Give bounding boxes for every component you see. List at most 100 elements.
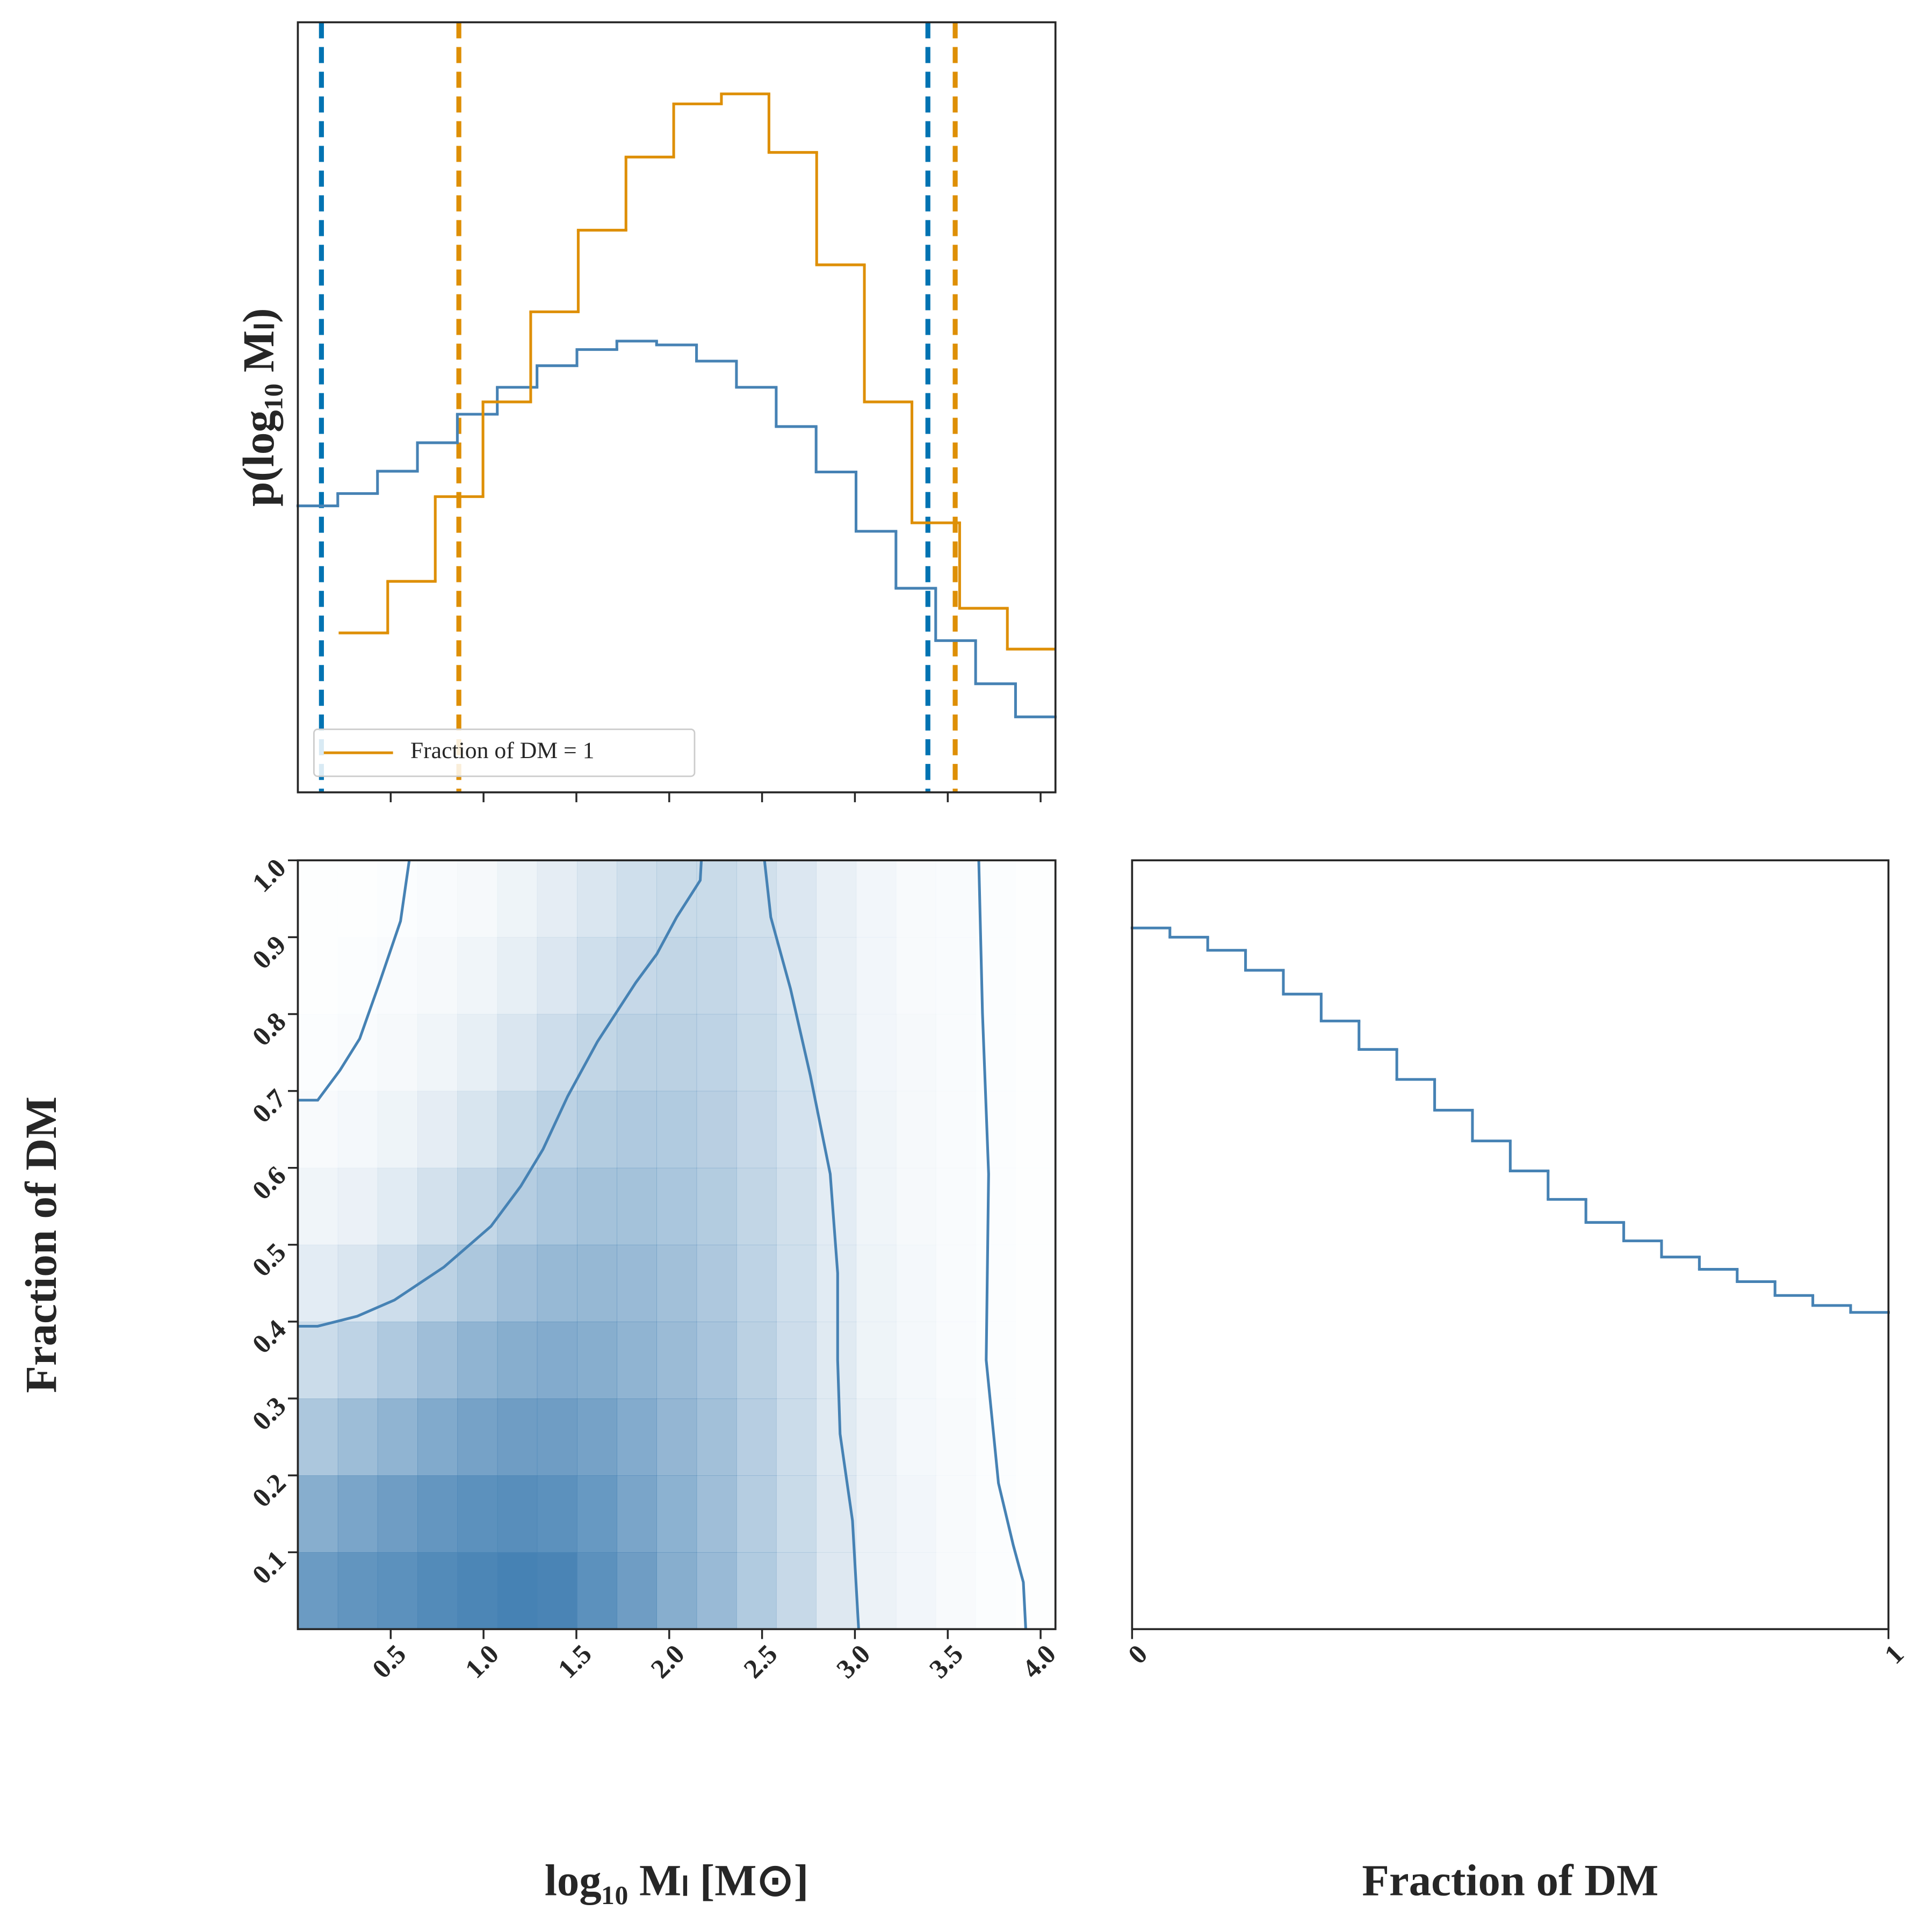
heatmap-cell <box>1015 937 1056 1014</box>
heatmap-cell <box>338 860 378 938</box>
heatmap-cell <box>856 1321 897 1399</box>
heatmap-cell <box>457 937 498 1015</box>
heatmap-cell <box>656 937 697 1015</box>
heatmap-cell <box>656 1091 697 1169</box>
heatmap-cell <box>377 1014 418 1092</box>
heatmap-cell <box>576 1014 617 1092</box>
heatmap-cell <box>696 1398 737 1476</box>
heatmap-cell <box>617 1167 657 1245</box>
heatmap-cell <box>856 1014 897 1092</box>
heatmap-cell <box>816 1091 857 1169</box>
heatmap-cell <box>1015 860 1056 938</box>
heatmap-cell <box>816 1014 857 1092</box>
heatmap-cell <box>976 1552 1016 1630</box>
x-tick-label: 3.5 <box>923 1639 969 1684</box>
heatmap-cell <box>656 1014 697 1092</box>
heatmap-cell <box>736 1552 777 1630</box>
heatmap-cell <box>497 1552 538 1630</box>
heatmap-cell <box>617 1244 657 1322</box>
heatmap-cell <box>656 1321 697 1399</box>
heatmap-cell <box>457 1475 498 1553</box>
heatmap-cell <box>696 1091 737 1169</box>
heatmap-cell <box>656 1244 697 1322</box>
y-tick-label: 1.0 <box>247 853 292 898</box>
heatmap-cell <box>457 1398 498 1476</box>
heatmap-cell <box>816 1167 857 1245</box>
heatmap-cell <box>537 937 577 1015</box>
x-axis-label: Fraction of DM <box>1362 1856 1658 1905</box>
heatmap-cell <box>856 1244 897 1322</box>
heatmap-cell <box>377 1091 418 1169</box>
heatmap-cell <box>776 937 817 1015</box>
heatmap-cell <box>656 860 697 938</box>
heatmap-cell <box>337 1167 378 1245</box>
heatmap-cell <box>337 1475 378 1553</box>
y-tick-label: 0.1 <box>247 1545 292 1590</box>
heatmap-cell <box>417 1321 458 1399</box>
heatmap-cell <box>576 1167 617 1245</box>
heatmap-cell <box>457 1014 498 1092</box>
contour <box>763 860 860 1630</box>
heatmap-cell <box>377 1398 418 1476</box>
heatmap-cell <box>298 1091 338 1169</box>
heatmap-cell <box>377 1321 418 1399</box>
heatmap-cell <box>1015 1398 1056 1476</box>
heatmap-cell <box>896 1167 936 1245</box>
heatmap-cell <box>816 1321 857 1399</box>
heatmap-cell <box>417 1167 458 1245</box>
x-tick-label: 1.5 <box>552 1639 597 1684</box>
heatmap-cell <box>776 1475 817 1553</box>
heatmap-cell <box>576 1091 617 1169</box>
heatmap-cell <box>576 937 617 1015</box>
plot-frame <box>297 21 1057 794</box>
heatmap-cell <box>656 1475 697 1553</box>
heatmap-cell <box>1015 1245 1056 1322</box>
y-tick-label: 0.7 <box>247 1083 292 1128</box>
heatmap-cell <box>417 860 458 938</box>
heatmap-cell <box>935 1398 976 1476</box>
heatmap-cell <box>1015 1475 1056 1553</box>
heatmap-cell <box>337 1091 378 1169</box>
heatmap-cell <box>457 1167 498 1245</box>
heatmap-cell <box>976 1091 1016 1169</box>
heatmap-cell <box>1015 1552 1056 1630</box>
heatmap-cell <box>896 1321 936 1399</box>
heatmap-cell <box>417 1244 458 1322</box>
heatmap-cell <box>896 1244 936 1322</box>
heatmap-cell <box>816 1398 857 1476</box>
heatmap-cell <box>856 1091 897 1169</box>
heatmap-cell <box>298 1244 338 1322</box>
heatmap-cell <box>936 937 976 1014</box>
heatmap-cell <box>656 1398 697 1476</box>
x-tick-label: 3.0 <box>831 1639 876 1684</box>
heatmap-cell <box>377 1167 418 1245</box>
heatmap-cell <box>656 1167 697 1245</box>
heatmap-cell <box>936 1322 976 1399</box>
contour <box>977 860 1027 1630</box>
heatmap-cell <box>1015 1091 1056 1169</box>
heatmap-cell <box>457 1321 498 1399</box>
heatmap-cell <box>696 1014 737 1092</box>
heatmap-cell <box>776 1398 817 1476</box>
heatmap-cell <box>816 937 857 1015</box>
heatmap-cell <box>497 1398 538 1476</box>
heatmap-cell <box>936 860 976 938</box>
heatmap-cell <box>497 1475 538 1553</box>
x-tick-label: 2.5 <box>738 1639 783 1684</box>
heatmap-cell <box>417 1552 458 1630</box>
heatmap-cell <box>337 1398 378 1476</box>
heatmap-cell <box>378 937 418 1014</box>
heatmap-cell <box>736 1167 777 1245</box>
heatmap-cell <box>1015 1322 1056 1399</box>
x-tick-label: 0 <box>1122 1639 1153 1669</box>
heatmap-cell <box>776 1244 817 1322</box>
heatmap-cell <box>935 1475 976 1553</box>
heatmap-cell <box>337 1552 378 1630</box>
heatmap-cell <box>856 1167 897 1245</box>
heatmap-cell <box>337 1321 378 1399</box>
heatmap-cell <box>696 1475 737 1553</box>
heatmap-cell <box>656 1552 697 1630</box>
y-axis-label: Fraction of DM <box>16 1097 66 1393</box>
